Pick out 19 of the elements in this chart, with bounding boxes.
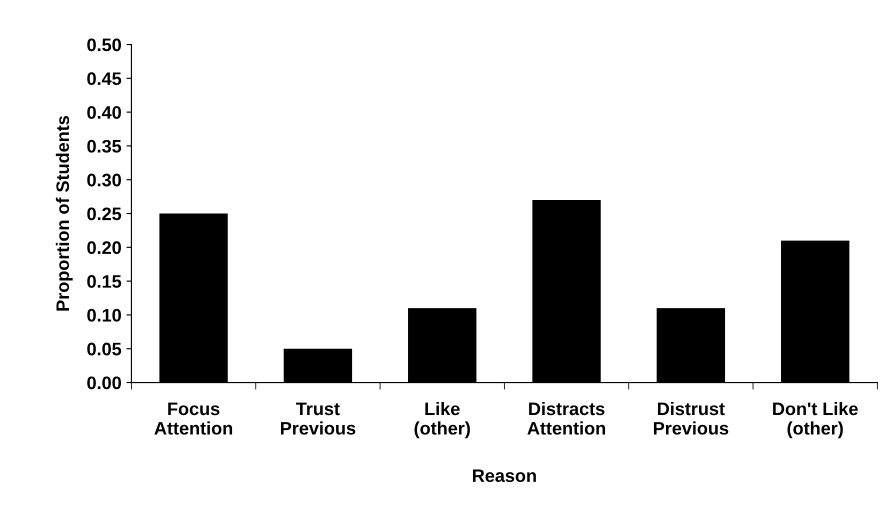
y-tick-label: 0.15 [87, 275, 122, 288]
x-tick-label: Distracts Attention [527, 402, 606, 435]
y-tick-label: 0.35 [87, 140, 122, 153]
x-tick-label: Focus Attention [154, 402, 232, 435]
y-tick-label: 0.05 [87, 342, 122, 356]
y-tick-label: 0.25 [87, 207, 122, 220]
y-tick-label: 0.30 [87, 174, 121, 186]
x-tick-label: Trust Previous [280, 402, 356, 435]
y-tick-label: 0.40 [87, 106, 121, 119]
y-tick-label: 0.10 [87, 308, 121, 322]
y-tick-label: 0.45 [87, 72, 122, 86]
x-tick-label: Like (other) [414, 402, 470, 438]
y-tick-label: 0.20 [87, 241, 121, 254]
y-tick-label: 0.00 [87, 376, 121, 390]
y-axis-title: Proportion of Students [56, 116, 73, 311]
x-axis-title: Reason [472, 469, 536, 482]
x-tick-label: Distrust Previous [654, 402, 728, 435]
y-tick-label: 0.50 [87, 38, 121, 52]
x-tick-label: Don't Like (other) [773, 402, 858, 438]
